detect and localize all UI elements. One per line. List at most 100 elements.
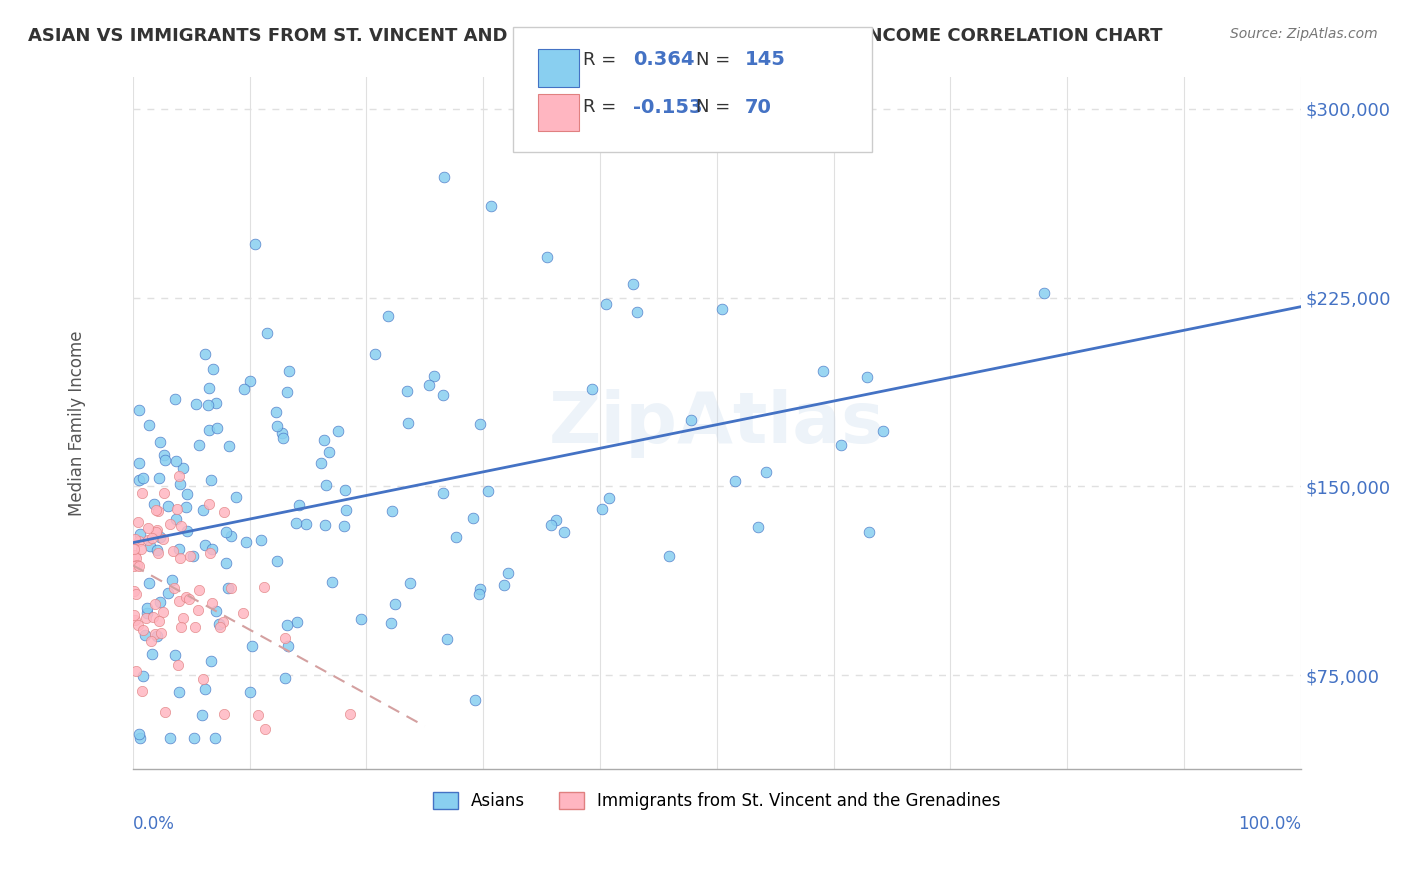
Point xyxy=(122,583,145,598)
Point xyxy=(125,664,148,678)
Point xyxy=(166,502,188,516)
Point xyxy=(266,418,288,433)
Point xyxy=(124,533,146,547)
Point xyxy=(142,610,165,624)
Point xyxy=(167,468,190,483)
Point xyxy=(418,378,440,392)
Point xyxy=(830,438,852,452)
Point xyxy=(136,521,159,535)
Point xyxy=(128,473,150,487)
Point xyxy=(872,424,894,438)
Point xyxy=(145,523,167,537)
Point xyxy=(380,615,402,630)
Point xyxy=(679,412,702,426)
Point xyxy=(200,473,222,487)
Point xyxy=(221,528,243,542)
Point xyxy=(159,516,181,531)
Point xyxy=(138,576,160,591)
Point xyxy=(141,532,163,546)
Point xyxy=(184,397,207,411)
Point xyxy=(128,402,150,417)
Point xyxy=(658,549,681,563)
Point xyxy=(295,516,318,531)
Text: N =: N = xyxy=(696,51,735,69)
Point xyxy=(148,471,170,485)
Point xyxy=(146,543,169,558)
Point xyxy=(598,491,620,505)
Point xyxy=(166,658,188,673)
Point xyxy=(153,485,176,500)
Point xyxy=(131,471,153,485)
Point xyxy=(148,614,170,628)
Point xyxy=(125,551,148,566)
Point xyxy=(232,607,254,621)
Point xyxy=(194,347,217,361)
Point xyxy=(143,497,166,511)
Point xyxy=(243,237,266,252)
Text: ZipAtlas: ZipAtlas xyxy=(548,389,884,458)
Text: ASIAN VS IMMIGRANTS FROM ST. VINCENT AND THE GRENADINES MEDIAN FAMILY INCOME COR: ASIAN VS IMMIGRANTS FROM ST. VINCENT AND… xyxy=(28,27,1163,45)
Point xyxy=(254,722,277,736)
Point xyxy=(197,398,219,412)
Point xyxy=(208,617,231,632)
Point xyxy=(194,538,217,552)
Point xyxy=(463,511,485,525)
Point xyxy=(318,444,340,458)
Point xyxy=(172,461,194,475)
Point xyxy=(179,549,201,563)
Point xyxy=(755,465,778,479)
Point xyxy=(239,374,262,388)
Point xyxy=(131,683,153,698)
Point xyxy=(332,518,354,533)
Text: 70: 70 xyxy=(745,97,772,117)
Point xyxy=(273,631,295,645)
Point xyxy=(129,541,152,556)
Point xyxy=(214,524,236,539)
Point xyxy=(153,453,176,467)
Point xyxy=(194,681,217,696)
Point xyxy=(149,434,172,449)
Point xyxy=(217,581,239,595)
Text: R =: R = xyxy=(583,51,623,69)
Text: Source: ZipAtlas.com: Source: ZipAtlas.com xyxy=(1230,27,1378,41)
Point xyxy=(492,578,515,592)
Point xyxy=(191,708,214,723)
Point xyxy=(432,485,454,500)
Point xyxy=(128,727,150,741)
Point xyxy=(136,606,159,620)
Point xyxy=(219,582,242,596)
Point xyxy=(157,586,180,600)
Point xyxy=(315,478,337,492)
Point xyxy=(540,518,562,533)
Point xyxy=(498,566,520,580)
Point xyxy=(225,490,247,504)
Text: 145: 145 xyxy=(745,50,786,70)
Point xyxy=(150,626,173,640)
Point xyxy=(134,628,156,642)
Point xyxy=(621,277,644,292)
Point xyxy=(314,518,336,533)
Point xyxy=(215,557,238,571)
Point xyxy=(208,620,231,634)
Point xyxy=(350,611,373,625)
Point xyxy=(155,705,177,719)
Point xyxy=(167,685,190,699)
Point xyxy=(335,483,357,498)
Point xyxy=(276,618,298,632)
Point xyxy=(167,593,190,607)
Point xyxy=(311,457,333,471)
Point xyxy=(170,620,193,634)
Point xyxy=(149,595,172,609)
Point xyxy=(136,533,159,548)
Point xyxy=(127,516,149,530)
Point xyxy=(128,526,150,541)
Point xyxy=(131,486,153,500)
Point xyxy=(169,476,191,491)
Point xyxy=(314,433,336,447)
Point xyxy=(444,530,467,544)
Point xyxy=(124,548,146,562)
Point xyxy=(125,587,148,601)
Point xyxy=(250,533,273,547)
Point xyxy=(170,519,193,533)
Point xyxy=(326,425,349,439)
